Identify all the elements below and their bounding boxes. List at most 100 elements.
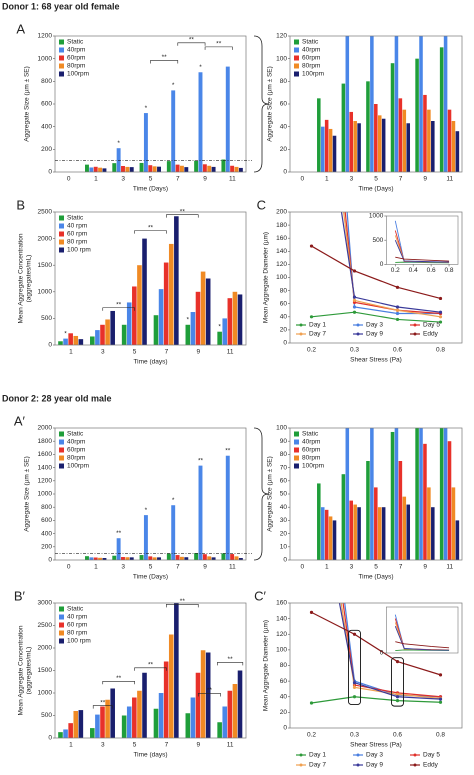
bar [222, 318, 228, 345]
legend-swatch [299, 332, 303, 336]
legend-label: Day 3 [366, 752, 383, 759]
bar [100, 706, 105, 738]
significance-bracket [150, 60, 179, 64]
bar [179, 556, 184, 560]
series-marker [438, 673, 443, 677]
series-marker [309, 244, 314, 248]
bar [125, 166, 130, 172]
y-tick-label: 0 [48, 557, 52, 564]
bar [142, 672, 147, 738]
bar [112, 555, 117, 560]
bar [370, 428, 374, 560]
series-marker [395, 659, 400, 664]
y-tick-label: 1000 [38, 289, 53, 296]
bar [341, 474, 346, 560]
y-tick-label: 40 [280, 693, 288, 700]
series-marker [438, 700, 443, 704]
series-marker [352, 305, 357, 309]
bar [85, 556, 89, 560]
y-axis-label: Aggregate Size (µm ± SE) [24, 456, 31, 532]
significance-mark: ** [116, 301, 122, 308]
legend-swatch [294, 463, 299, 469]
y-axis-label: Mean Aggregate Diameter (µm) [263, 232, 270, 323]
bar [234, 166, 239, 172]
x-tick-label: 9 [423, 564, 427, 571]
bar [349, 500, 354, 560]
legend-label: 60 rpm [67, 622, 87, 629]
legend-swatch [413, 323, 417, 327]
y-axis-label: Mean Aggregate Concentration [18, 233, 25, 323]
y-tick-label: 20 [280, 530, 288, 537]
legend-swatch [299, 753, 303, 757]
series-line [311, 245, 441, 300]
panel-label: A [16, 21, 25, 36]
bar [89, 557, 94, 560]
legend-label: Day 1 [309, 752, 326, 759]
x-axis-label: Shear Stress (Pa) [350, 357, 402, 364]
y-tick-label: 0 [380, 261, 384, 268]
bar [451, 487, 456, 560]
x-tick-label: 11 [227, 742, 234, 749]
bar [78, 339, 84, 345]
panel-label: C′ [254, 588, 266, 603]
y-tick-label: 160 [276, 600, 287, 607]
legend-swatch [294, 63, 299, 69]
x-tick-label: 0.8 [445, 267, 454, 274]
y-tick-label: 1500 [38, 262, 53, 269]
bar [126, 302, 132, 345]
legend-swatch [59, 439, 64, 445]
y-tick-label: 2500 [38, 209, 53, 216]
bar [431, 507, 435, 560]
y-tick-label: 500 [41, 315, 52, 322]
significance-mark: ** [148, 224, 154, 231]
bar [398, 98, 403, 172]
bar [102, 558, 107, 560]
series-marker [310, 414, 313, 417]
x-tick-label: 0 [300, 564, 304, 571]
legend-swatch [294, 39, 299, 45]
bar [402, 109, 407, 172]
significance-bracket [204, 46, 233, 50]
bar [158, 693, 164, 738]
legend-label: Day 9 [366, 762, 383, 769]
y-axis-label: (aggregates/mL) [26, 255, 33, 303]
bar [185, 324, 191, 345]
bar [427, 109, 431, 172]
x-tick-label: 7 [165, 742, 169, 749]
bar [93, 557, 98, 560]
series-line [344, 212, 441, 315]
bar [185, 713, 191, 738]
series-line [311, 611, 441, 676]
x-tick-label: 0.6 [393, 732, 402, 739]
significance-mark: ** [148, 662, 154, 669]
bar [238, 558, 243, 560]
legend-swatch [59, 71, 64, 77]
bar [112, 163, 117, 172]
plot-area [317, 36, 460, 172]
y-tick-label: 400 [41, 123, 52, 130]
x-tick-label: 11 [229, 564, 236, 571]
legend-swatch [299, 763, 303, 767]
x-tick-label: 0.4 [409, 267, 418, 274]
bar [232, 684, 238, 738]
x-tick-label: 3 [101, 349, 105, 356]
x-tick-label: 9 [203, 564, 207, 571]
bar [332, 520, 337, 560]
bar [110, 688, 115, 738]
bar [211, 557, 216, 560]
series-marker [310, 14, 313, 17]
series-line [338, 603, 441, 700]
legend-swatch [294, 447, 299, 453]
plot-frame [54, 602, 247, 739]
y-tick-label: 1000 [369, 213, 384, 220]
legend-label: 40rpm [302, 439, 320, 446]
bar [377, 115, 382, 172]
x-tick-label: 5 [133, 349, 137, 356]
bar [126, 706, 132, 738]
bar [238, 167, 243, 172]
significance-mark: ** [198, 457, 204, 464]
significance-mark: * [117, 140, 120, 147]
series-marker [395, 695, 400, 699]
y-tick-label: 500 [372, 237, 383, 244]
bar [402, 496, 407, 560]
